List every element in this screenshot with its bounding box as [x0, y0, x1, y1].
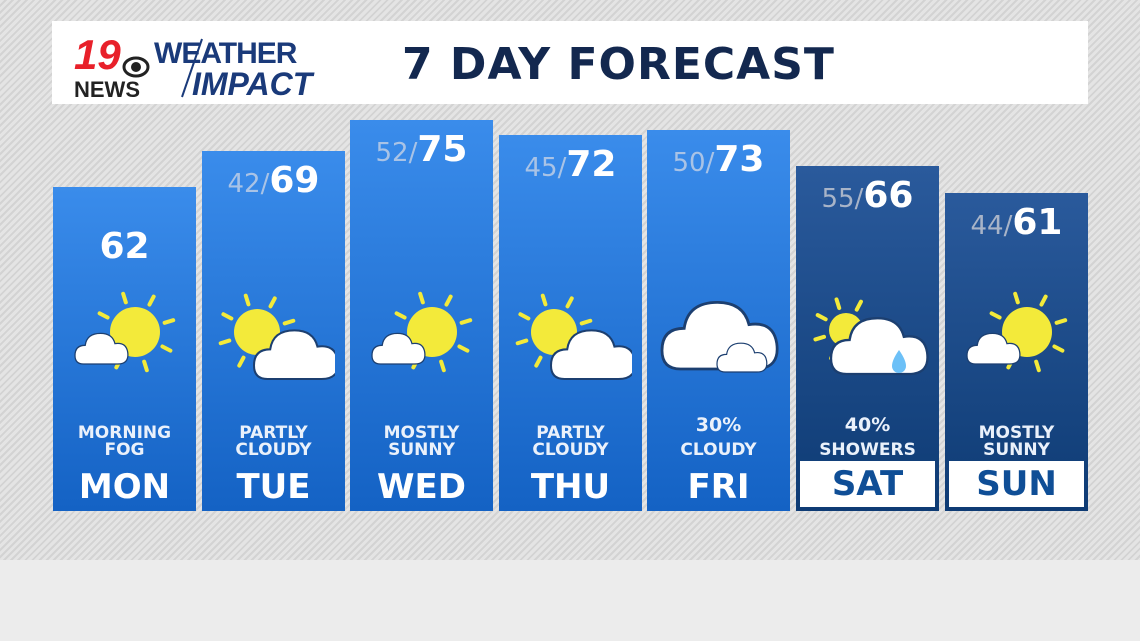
high-temp: 75 [417, 129, 468, 170]
low-temp: 44/ [970, 211, 1013, 241]
condition-line1: 30% [695, 414, 742, 436]
day-column-fri: 50/73 30% CLOUDY FRI [647, 130, 790, 511]
day-label: FRI [687, 467, 750, 507]
low-temp: 50/ [672, 148, 715, 178]
condition-line2: SUNNY [983, 440, 1050, 460]
condition: MOSTLY SUNNY [945, 425, 1088, 459]
station-logo: 19 NEWS WEATHER IMPACT [74, 31, 315, 99]
svg-text:NEWS: NEWS [74, 77, 140, 99]
condition-line1: MOSTLY [383, 423, 460, 443]
day-label: THU [530, 467, 611, 507]
temperatures: 44/61 [945, 203, 1088, 246]
low-temp: 52/ [375, 138, 418, 168]
condition: 40% SHOWERS [796, 414, 939, 460]
day-label: SUN [949, 461, 1084, 507]
day-label: WED [377, 467, 466, 507]
showers-icon [813, 297, 929, 376]
condition: PARTLY CLOUDY [202, 425, 345, 459]
day-column-mon: 62 MORNING FOG MON [53, 187, 196, 511]
header-bar: 19 NEWS WEATHER IMPACT 7 DAY FORECAST [52, 21, 1088, 104]
high-temp: 66 [863, 175, 914, 216]
low-temp: 42/ [227, 169, 270, 199]
condition: MORNING FOG [53, 425, 196, 459]
day-column-tue: 42/69 PARTLY CLOUDY TUE [202, 151, 345, 511]
condition-line1: MORNING [77, 423, 172, 443]
temperatures: 50/73 [647, 140, 790, 183]
high-temp: 69 [269, 160, 320, 201]
high-temp: 72 [566, 144, 617, 185]
temperatures: 42/69 [202, 161, 345, 204]
day-label: TUE [236, 467, 311, 507]
day-column-wed: 52/75 MOSTLY SUNNY WED [350, 120, 493, 511]
condition-line1: MOSTLY [978, 423, 1055, 443]
high-temp: 73 [714, 139, 765, 180]
condition: 30% CLOUDY [647, 414, 790, 460]
day-column-sat: 55/66 40% SHOWERS SAT [796, 166, 939, 511]
condition-line1: 40% [844, 414, 891, 436]
low-temp: 45/ [524, 153, 567, 183]
condition-line2: CLOUDY [680, 440, 757, 460]
condition-line1: PARTLY [536, 423, 605, 443]
partly-cloudy-icon [218, 293, 335, 381]
svg-text:19: 19 [74, 31, 121, 78]
temperatures: 62 [53, 227, 196, 270]
condition-line2: CLOUDY [532, 440, 609, 460]
background-lower [0, 560, 1140, 641]
high-temp: 62 [99, 226, 150, 267]
partly-cloudy-icon [515, 293, 632, 381]
sun-small-cloud-icon [966, 291, 1068, 373]
svg-text:IMPACT: IMPACT [192, 66, 315, 99]
day-label: MON [78, 467, 171, 507]
day-label: SAT [800, 461, 935, 507]
svg-text:WEATHER: WEATHER [154, 37, 298, 70]
temperatures: 45/72 [499, 145, 642, 188]
sun-small-cloud-icon [74, 291, 176, 373]
condition-line2: FOG [104, 440, 145, 460]
sun-small-cloud-icon [371, 291, 473, 373]
condition-line2: SHOWERS [819, 440, 916, 460]
condition-line2: SUNNY [388, 440, 455, 460]
condition-line1: PARTLY [239, 423, 308, 443]
day-column-sun: 44/61 MOSTLY SUNNY SUN [945, 193, 1088, 511]
low-temp: 55/ [821, 184, 864, 214]
high-temp: 61 [1012, 202, 1063, 243]
condition: PARTLY CLOUDY [499, 425, 642, 459]
temperatures: 55/66 [796, 176, 939, 219]
cloudy-icon [660, 301, 779, 373]
day-column-thu: 45/72 PARTLY CLOUDY THU [499, 135, 642, 511]
page-title: 7 DAY FORECAST [402, 39, 835, 90]
condition-line2: CLOUDY [235, 440, 312, 460]
temperatures: 52/75 [350, 130, 493, 173]
condition: MOSTLY SUNNY [350, 425, 493, 459]
